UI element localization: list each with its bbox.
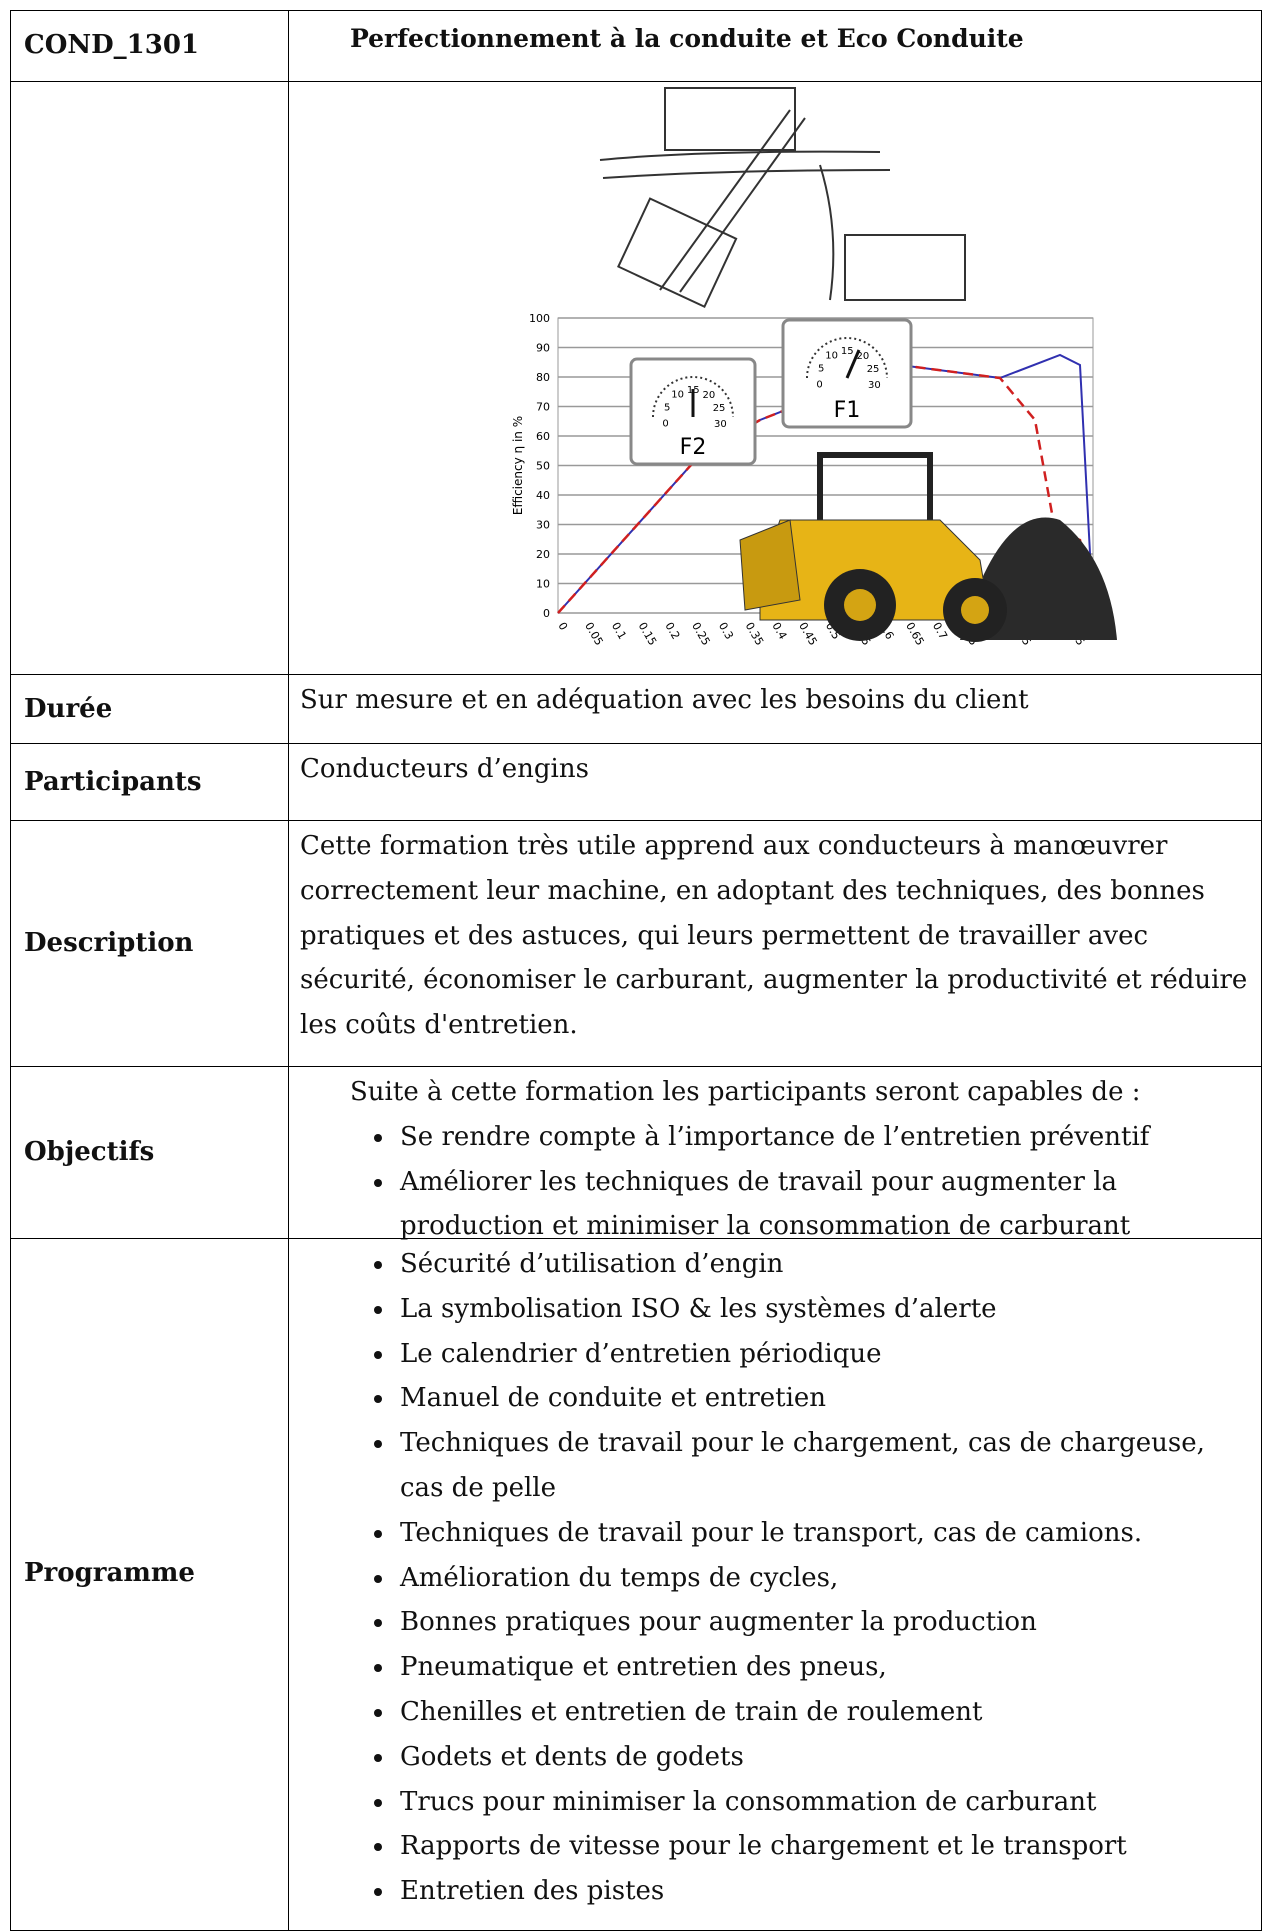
row-label: Programme xyxy=(24,1558,195,1588)
row-label: Durée xyxy=(24,693,113,724)
gauge: 0 510 15 20 25 30 F1 xyxy=(781,318,913,429)
row-content: Conducteurs d’engins xyxy=(300,747,1250,792)
y-axis-label: Efficiency η in % xyxy=(511,416,525,515)
y-tick-label: 100 xyxy=(529,312,550,325)
gauge-scale-label: 30 xyxy=(714,419,727,430)
bullet-list: Sécurité d’utilisation d’enginLa symboli… xyxy=(300,1242,1250,1914)
gauge-scale-label: 15 xyxy=(841,346,854,357)
bullet-list: Se rendre compte à l’importance de l’ent… xyxy=(300,1115,1250,1249)
bullet-item: Techniques de travail pour le transport,… xyxy=(396,1511,1250,1556)
x-tick-label: 0.25 xyxy=(689,620,713,648)
x-tick-label: 0 xyxy=(555,620,570,633)
bullet-item: La symbolisation ISO & les systèmes d’al… xyxy=(396,1287,1250,1332)
y-tick-label: 90 xyxy=(536,342,550,355)
gauge-scale-label: 5 xyxy=(664,402,670,413)
bullet-item: Manuel de conduite et entretien xyxy=(396,1376,1250,1421)
y-tick-label: 0 xyxy=(543,607,550,620)
bullet-item: Amélioration du temps de cycles, xyxy=(396,1556,1250,1601)
bullet-item: Améliorer les techniques de travail pour… xyxy=(396,1160,1250,1250)
gauge-scale-label: 0 xyxy=(816,380,822,391)
row-intro: Suite à cette formation les participants… xyxy=(350,1077,1141,1107)
x-tick-label: 0.4 xyxy=(769,620,789,642)
y-tick-label: 80 xyxy=(536,371,550,384)
x-tick-label: 0.2 xyxy=(662,620,682,642)
gauge-label: F1 xyxy=(834,398,861,423)
gauge-scale-label: 10 xyxy=(671,390,684,401)
bullet-item: Trucs pour minimiser la consommation de … xyxy=(396,1780,1250,1825)
y-tick-label: 30 xyxy=(536,519,550,532)
bullet-item: Entretien des pistes xyxy=(396,1869,1250,1914)
x-tick-label: 0.05 xyxy=(582,620,606,648)
bullet-item: Sécurité d’utilisation d’engin xyxy=(396,1242,1250,1287)
x-tick-label: 0.3 xyxy=(716,620,736,642)
x-tick-label: 0.45 xyxy=(796,620,820,648)
y-tick-label: 60 xyxy=(536,430,550,443)
course-title: Perfectionnement à la conduite et Eco Co… xyxy=(350,24,1024,53)
gauge-scale-label: 0 xyxy=(662,419,668,430)
row-text: Conducteurs d’engins xyxy=(300,754,589,784)
bullet-item: Se rendre compte à l’importance de l’ent… xyxy=(396,1115,1250,1160)
gauge-scale-label: 20 xyxy=(703,390,716,401)
row-label: Participants xyxy=(24,766,202,797)
course-code: COND_1301 xyxy=(24,30,200,60)
gauge-needle xyxy=(845,349,861,379)
y-tick-label: 50 xyxy=(536,460,550,473)
row-content: Cette formation très utile apprend aux c… xyxy=(300,824,1250,1048)
bullet-item: Pneumatique et entretien des pneus, xyxy=(396,1645,1250,1690)
x-tick-label: 0.1 xyxy=(609,620,629,642)
gauge-frame xyxy=(781,318,913,429)
row-text: Cette formation très utile apprend aux c… xyxy=(300,831,1248,1041)
x-tick-label: 0.65 xyxy=(903,620,927,648)
row-text: Sur mesure et en adéquation avec les bes… xyxy=(300,685,1029,715)
y-tick-label: 70 xyxy=(536,401,550,414)
gauge-scale-label: 25 xyxy=(867,364,880,375)
row-label: Objectifs xyxy=(24,1137,155,1167)
x-tick-label: 0.35 xyxy=(743,620,767,648)
row-label: Description xyxy=(24,928,194,958)
y-tick-label: 10 xyxy=(536,578,550,591)
bullet-item: Techniques de travail pour le chargement… xyxy=(396,1421,1250,1511)
row-content: Suite à cette formation les participants… xyxy=(300,1070,1250,1249)
bullet-item: Bonnes pratiques pour augmenter la produ… xyxy=(396,1600,1250,1645)
x-tick-label: 0.15 xyxy=(636,620,660,648)
loader-photo xyxy=(739,452,1117,642)
gauge-scale-label: 5 xyxy=(818,363,824,374)
gauge-label: F2 xyxy=(680,435,707,460)
efficiency-curve-dashed xyxy=(557,363,1095,614)
gauge-scale-label: 25 xyxy=(713,403,726,414)
row-content: Sécurité d’utilisation d’enginLa symboli… xyxy=(300,1242,1250,1914)
y-tick-label: 40 xyxy=(536,489,550,502)
gauge-scale-label: 30 xyxy=(868,380,881,391)
gauge-scale-label: 10 xyxy=(825,351,838,362)
bullet-item: Chenilles et entretien de train de roule… xyxy=(396,1690,1250,1735)
bullet-item: Godets et dents de godets xyxy=(396,1735,1250,1780)
bullet-item: Rapports de vitesse pour le chargement e… xyxy=(396,1824,1250,1869)
row-content: Sur mesure et en adéquation avec les bes… xyxy=(300,678,1250,723)
truck-sketch xyxy=(599,87,966,309)
y-tick-label: 20 xyxy=(536,548,550,561)
bullet-item: Le calendrier d’entretien périodique xyxy=(396,1332,1250,1377)
gauge: 051015202530F2 xyxy=(629,357,757,466)
gauge-scale-label: 20 xyxy=(857,351,870,362)
